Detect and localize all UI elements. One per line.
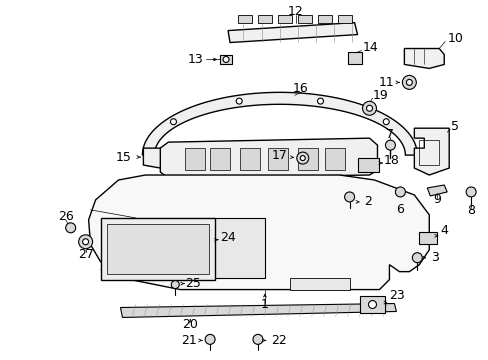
Text: 9: 9: [432, 193, 440, 206]
Circle shape: [362, 101, 376, 115]
Bar: [419, 232, 436, 244]
Circle shape: [223, 57, 228, 62]
Circle shape: [383, 119, 388, 125]
Circle shape: [79, 235, 92, 249]
Text: 14: 14: [362, 41, 378, 54]
Polygon shape: [317, 15, 331, 23]
Text: 15: 15: [115, 150, 131, 163]
Bar: [289, 278, 349, 289]
Text: 22: 22: [270, 334, 286, 347]
Polygon shape: [88, 175, 428, 289]
Polygon shape: [143, 148, 168, 168]
Polygon shape: [427, 185, 447, 196]
Bar: [359, 296, 385, 314]
Polygon shape: [413, 128, 448, 175]
Circle shape: [406, 80, 411, 85]
Bar: [297, 148, 317, 170]
Circle shape: [344, 192, 354, 202]
Bar: [135, 218, 264, 278]
Polygon shape: [337, 15, 351, 23]
Polygon shape: [277, 15, 291, 23]
Text: 21: 21: [181, 334, 197, 347]
Text: 27: 27: [78, 248, 93, 261]
Text: 8: 8: [466, 204, 474, 217]
Bar: [106, 224, 209, 274]
Polygon shape: [357, 158, 379, 172]
Polygon shape: [258, 15, 271, 23]
Bar: [185, 148, 205, 170]
Bar: [240, 148, 260, 170]
Bar: [324, 148, 344, 170]
Text: 3: 3: [430, 251, 438, 264]
Circle shape: [170, 119, 176, 125]
Polygon shape: [120, 303, 396, 318]
Circle shape: [385, 140, 395, 150]
Text: 1: 1: [261, 298, 268, 311]
Text: 10: 10: [447, 32, 462, 45]
Text: 5: 5: [450, 120, 458, 133]
Text: 16: 16: [292, 82, 308, 95]
Polygon shape: [142, 93, 416, 155]
Polygon shape: [238, 15, 251, 23]
Text: 6: 6: [396, 203, 404, 216]
Polygon shape: [404, 49, 443, 68]
Text: 4: 4: [439, 224, 447, 237]
Circle shape: [402, 75, 415, 89]
Circle shape: [82, 239, 88, 245]
Circle shape: [368, 301, 376, 309]
Circle shape: [317, 98, 323, 104]
Circle shape: [366, 105, 372, 111]
Circle shape: [252, 334, 263, 345]
Text: 13: 13: [187, 53, 203, 66]
Text: 26: 26: [58, 210, 73, 223]
Polygon shape: [347, 53, 361, 64]
Text: 2: 2: [364, 195, 372, 208]
Polygon shape: [227, 23, 357, 42]
Circle shape: [296, 152, 308, 164]
Text: 20: 20: [182, 318, 198, 331]
Text: 23: 23: [388, 289, 405, 302]
Circle shape: [300, 156, 305, 161]
Circle shape: [65, 223, 76, 233]
Circle shape: [171, 280, 179, 289]
Text: 11: 11: [378, 76, 394, 89]
Text: 24: 24: [220, 231, 235, 244]
Text: 25: 25: [185, 277, 201, 290]
Polygon shape: [297, 15, 311, 23]
Bar: [267, 148, 287, 170]
Circle shape: [411, 253, 422, 263]
Circle shape: [236, 98, 242, 104]
Text: 18: 18: [383, 154, 399, 167]
Bar: [101, 218, 215, 280]
Text: 19: 19: [372, 89, 387, 102]
Bar: [210, 148, 229, 170]
Circle shape: [205, 334, 215, 345]
Polygon shape: [160, 138, 377, 178]
Circle shape: [465, 187, 475, 197]
Text: 12: 12: [287, 5, 303, 18]
Circle shape: [395, 187, 405, 197]
Text: 7: 7: [386, 128, 394, 141]
Bar: [220, 55, 232, 64]
Text: 17: 17: [271, 149, 287, 162]
